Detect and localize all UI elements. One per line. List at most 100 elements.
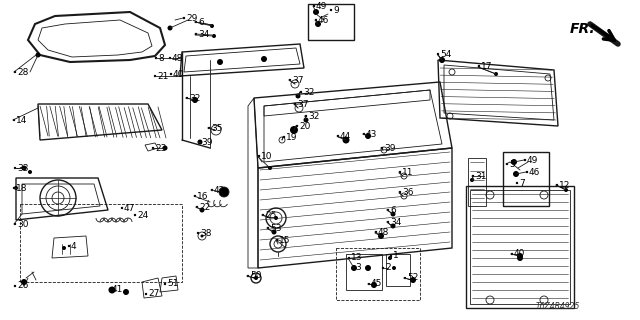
Text: 6: 6: [390, 205, 396, 214]
Circle shape: [13, 119, 15, 121]
Text: 32: 32: [189, 93, 200, 102]
Bar: [386, 254, 410, 286]
Circle shape: [371, 282, 377, 288]
Circle shape: [170, 73, 172, 75]
Text: 3: 3: [355, 263, 361, 273]
Text: 19: 19: [286, 132, 298, 141]
Bar: [503, 152, 549, 206]
Circle shape: [14, 167, 16, 169]
Circle shape: [511, 159, 517, 165]
Circle shape: [365, 133, 371, 139]
Circle shape: [109, 286, 115, 293]
Text: 34: 34: [390, 218, 401, 227]
Circle shape: [517, 253, 523, 259]
Circle shape: [217, 59, 223, 65]
Circle shape: [375, 231, 377, 233]
Circle shape: [388, 256, 392, 260]
Bar: [346, 254, 382, 290]
Text: 30: 30: [17, 220, 29, 228]
Circle shape: [470, 178, 474, 182]
Text: 50: 50: [250, 271, 262, 281]
Circle shape: [300, 91, 302, 93]
Circle shape: [123, 289, 129, 295]
Circle shape: [28, 170, 32, 174]
Circle shape: [169, 57, 172, 59]
Text: 54: 54: [440, 50, 451, 59]
Circle shape: [296, 125, 298, 127]
Circle shape: [363, 133, 365, 135]
Text: 33: 33: [17, 164, 29, 172]
Circle shape: [303, 117, 308, 123]
Circle shape: [315, 21, 321, 27]
Circle shape: [390, 255, 392, 257]
Circle shape: [163, 146, 168, 150]
Text: 13: 13: [351, 253, 362, 262]
Circle shape: [154, 75, 156, 77]
Circle shape: [195, 33, 197, 35]
Circle shape: [387, 221, 389, 223]
Circle shape: [13, 187, 15, 189]
Circle shape: [478, 65, 480, 67]
Circle shape: [526, 171, 528, 173]
Text: 5: 5: [509, 159, 515, 169]
Text: 48: 48: [172, 53, 184, 62]
Text: 47: 47: [124, 204, 136, 212]
Circle shape: [387, 209, 389, 211]
Text: 35: 35: [211, 124, 223, 132]
Circle shape: [283, 136, 285, 138]
Circle shape: [62, 246, 66, 250]
Circle shape: [305, 115, 307, 117]
Text: 38: 38: [200, 228, 211, 237]
Circle shape: [381, 147, 383, 149]
Text: 18: 18: [16, 183, 28, 193]
Text: 29: 29: [186, 13, 197, 22]
Circle shape: [410, 277, 416, 283]
Circle shape: [14, 71, 16, 73]
Circle shape: [186, 97, 188, 99]
Circle shape: [200, 207, 205, 212]
Text: 36: 36: [402, 188, 413, 196]
Circle shape: [183, 17, 185, 19]
Text: 12: 12: [559, 180, 570, 189]
Circle shape: [564, 188, 568, 192]
Circle shape: [194, 195, 196, 197]
Text: 53: 53: [270, 223, 282, 233]
Circle shape: [267, 227, 269, 229]
Text: 41: 41: [112, 284, 124, 293]
Text: 23: 23: [155, 143, 166, 153]
Text: 43: 43: [366, 130, 378, 139]
Circle shape: [472, 175, 474, 177]
Bar: [336, 248, 420, 300]
Text: 48: 48: [378, 228, 389, 236]
Circle shape: [289, 79, 291, 81]
Text: 11: 11: [402, 167, 413, 177]
Text: 15: 15: [279, 236, 291, 244]
Text: 22: 22: [199, 203, 211, 212]
Circle shape: [390, 223, 396, 228]
Text: 40: 40: [514, 250, 525, 259]
Text: FR.: FR.: [570, 22, 596, 36]
Text: 21: 21: [157, 71, 168, 81]
Text: 24: 24: [137, 211, 148, 220]
Circle shape: [109, 288, 111, 290]
Circle shape: [145, 293, 147, 295]
Circle shape: [208, 127, 210, 129]
Circle shape: [210, 24, 214, 28]
Circle shape: [517, 255, 523, 261]
Text: 16: 16: [197, 191, 209, 201]
Circle shape: [390, 212, 396, 217]
Circle shape: [330, 9, 332, 11]
Text: 2: 2: [385, 263, 390, 273]
Text: 14: 14: [16, 116, 28, 124]
Text: 34: 34: [198, 29, 209, 38]
Circle shape: [399, 171, 401, 173]
Circle shape: [382, 267, 384, 269]
Text: 31: 31: [475, 172, 486, 180]
Text: 44: 44: [340, 132, 351, 140]
Text: 37: 37: [292, 76, 303, 84]
Circle shape: [439, 57, 445, 63]
Circle shape: [198, 141, 200, 143]
Text: T6Z4B4925: T6Z4B4925: [536, 302, 580, 311]
Circle shape: [274, 216, 278, 220]
Circle shape: [271, 229, 276, 235]
